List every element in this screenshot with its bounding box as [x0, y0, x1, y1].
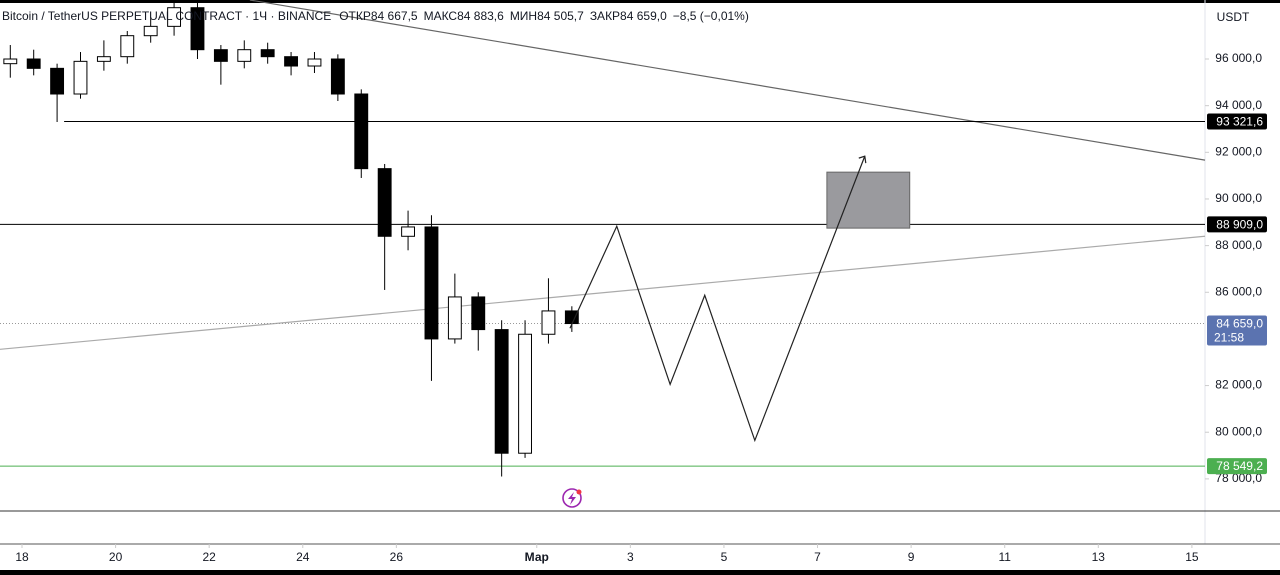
- y-tick-label: 82 000,0: [1215, 378, 1262, 392]
- candle-body: [284, 56, 299, 67]
- candle-body: [213, 49, 228, 62]
- symbol-header: Bitcoin / TetherUS PERPETUAL CONTRACT · …: [2, 9, 749, 23]
- candle-body: [354, 93, 369, 170]
- candle-body: [307, 58, 322, 67]
- candle-body: [143, 25, 158, 37]
- y-tick-label: 78 000,0: [1215, 471, 1262, 485]
- projection-arrowhead: [858, 155, 867, 164]
- candle-body: [447, 296, 462, 340]
- candle-body: [73, 60, 88, 95]
- header-stat: МАКС84 883,6: [424, 9, 505, 23]
- candle-body: [377, 168, 392, 237]
- level-label-box: [1207, 216, 1267, 233]
- x-tick-label: 26: [390, 550, 404, 564]
- level-label: 88 909,0: [1216, 218, 1263, 232]
- candle-body: [3, 58, 18, 65]
- x-tick-label: 13: [1092, 550, 1106, 564]
- x-tick-label: 7: [814, 550, 821, 564]
- y-tick-label: 88 000,0: [1215, 238, 1262, 252]
- candle-body: [260, 49, 275, 58]
- y-tick-label: 86 000,0: [1215, 284, 1262, 298]
- candle-body: [564, 310, 579, 325]
- candle-body: [26, 58, 41, 69]
- x-tick-label: 11: [998, 550, 1011, 564]
- symbol-title: Bitcoin / TetherUS PERPETUAL CONTRACT · …: [2, 9, 331, 23]
- countdown: 21:58: [1214, 331, 1244, 345]
- x-tick-label: 15: [1185, 550, 1199, 564]
- header-stat: ОТКР84 667,5: [339, 9, 418, 23]
- candle-body: [50, 67, 65, 95]
- x-tick-label: 20: [109, 550, 123, 564]
- x-tick-label: 24: [296, 550, 310, 564]
- header-stat: −8,5 (−0,01%): [673, 9, 749, 23]
- current-price-label: 84 659,0: [1216, 317, 1263, 331]
- level-label: 93 321,6: [1216, 115, 1263, 129]
- level-label-box: [1207, 113, 1267, 130]
- level-label-box: [1207, 458, 1267, 475]
- candle-body: [518, 333, 532, 454]
- candle-body: [494, 329, 509, 454]
- x-tick-label: 9: [908, 550, 915, 564]
- screen-edge: [0, 0, 1280, 3]
- candle-body: [167, 7, 182, 27]
- y-tick-label: 90 000,0: [1215, 191, 1262, 205]
- candle-body: [237, 49, 252, 62]
- currency: USDT: [1217, 10, 1250, 24]
- y-tick-label: 80 000,0: [1215, 424, 1262, 438]
- trend-line: [249, 0, 1206, 161]
- candle-body: [120, 35, 135, 58]
- screen-edge: [0, 570, 1280, 575]
- header-stat: МИН84 505,7: [510, 9, 584, 23]
- candle-body: [541, 310, 556, 335]
- projection-path: [569, 155, 866, 443]
- candle-body: [190, 7, 205, 51]
- candle-body: [96, 56, 111, 62]
- x-tick-label: 3: [627, 550, 634, 564]
- current-price-box: [1207, 315, 1267, 346]
- plot: [0, 0, 1206, 477]
- header-stat: ЗАКР84 659,0: [590, 9, 667, 23]
- y-tick-label: 92 000,0: [1215, 144, 1262, 158]
- candle-body: [401, 226, 415, 237]
- candle-body: [471, 296, 486, 331]
- target-box: [826, 171, 911, 229]
- candle-body: [330, 58, 345, 95]
- x-tick-label: 22: [202, 550, 216, 564]
- y-tick-label: 96 000,0: [1215, 51, 1262, 65]
- x-tick-label: 5: [721, 550, 728, 564]
- candle-body: [424, 226, 439, 340]
- y-tick-label: 94 000,0: [1215, 98, 1262, 112]
- trend-line: [0, 235, 1206, 350]
- level-label: 78 549,2: [1216, 459, 1263, 473]
- lightning-icon: [562, 488, 582, 508]
- x-tick-label: Мар: [525, 550, 549, 564]
- x-tick-label: 18: [15, 550, 29, 564]
